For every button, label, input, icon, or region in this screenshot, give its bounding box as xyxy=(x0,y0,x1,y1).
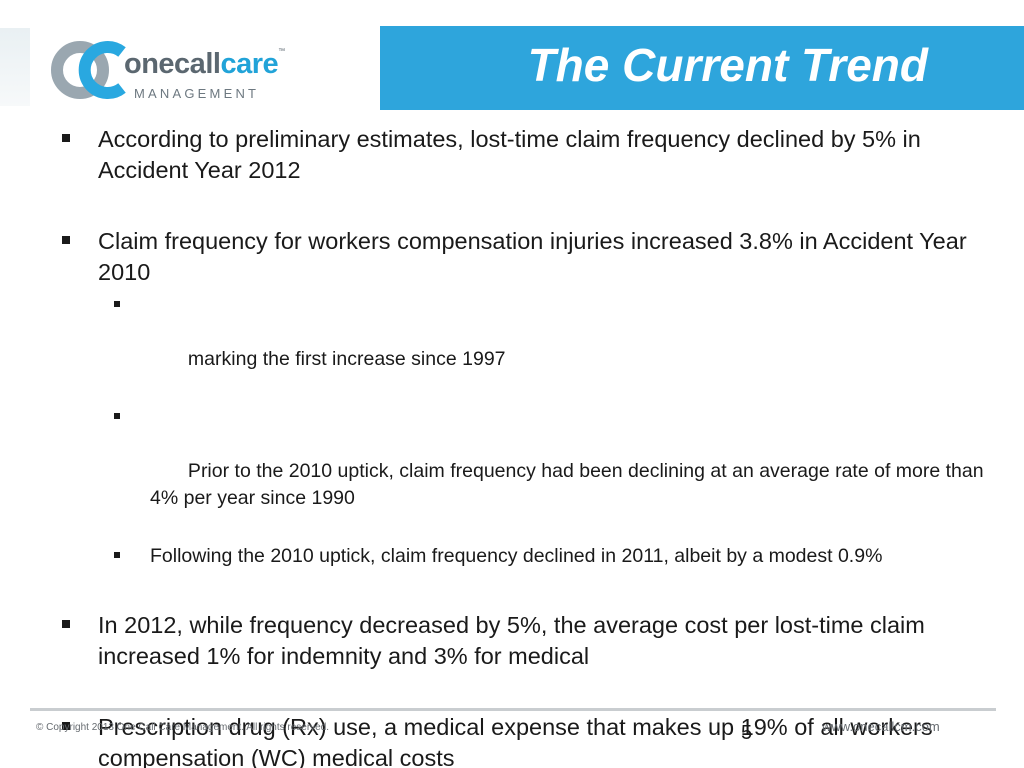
bullet-list: According to preliminary estimates, lost… xyxy=(58,124,988,768)
sub-bullet-item: Prior to the 2010 uptick, claim frequenc… xyxy=(58,404,988,539)
square-bullet-icon xyxy=(114,413,120,419)
bullet-item: Claim frequency for workers compensation… xyxy=(58,226,988,288)
footer-divider xyxy=(30,708,996,711)
slide-title: The Current Trend xyxy=(527,39,928,91)
logo-trademark: ™ xyxy=(278,48,285,55)
copyright-text: © Copyright 2013 One Call Care Managemen… xyxy=(36,722,330,733)
sub-bullet-text: Following the 2010 uptick, claim frequen… xyxy=(150,545,883,567)
sub-bullet-item: marking the first increase since 1997 xyxy=(58,292,988,400)
sub-bullet-text: marking the first increase since 1997 xyxy=(182,348,506,370)
company-logo: onecallcare™ MANAGEMENT xyxy=(50,30,350,110)
page-number: 5 xyxy=(741,722,753,744)
logo-word-care: care xyxy=(220,48,279,80)
header-accent-strip xyxy=(0,28,30,106)
square-bullet-icon xyxy=(114,552,120,558)
logo-subtitle: MANAGEMENT xyxy=(134,86,260,101)
bullet-item: In 2012, while frequency decreased by 5%… xyxy=(58,610,988,672)
square-bullet-icon xyxy=(114,301,120,307)
bullet-item: Prescription drug (Rx) use, a medical ex… xyxy=(58,712,988,768)
logo-rings-icon xyxy=(51,41,126,99)
title-banner: The Current Trend xyxy=(380,26,1024,110)
bullet-text: Claim frequency for workers compensation… xyxy=(98,228,967,285)
bullet-item: According to preliminary estimates, lost… xyxy=(58,124,988,186)
website-link[interactable]: www.onecallcm.com xyxy=(822,719,940,734)
bullet-text: Prescription drug (Rx) use, a medical ex… xyxy=(98,714,933,768)
bullet-text: According to preliminary estimates, lost… xyxy=(98,126,921,183)
square-bullet-icon xyxy=(62,236,70,244)
square-bullet-icon xyxy=(62,722,70,730)
square-bullet-icon xyxy=(62,620,70,628)
bullet-text: In 2012, while frequency decreased by 5%… xyxy=(98,612,925,669)
logo-word-onecall: onecall xyxy=(124,48,221,80)
square-bullet-icon xyxy=(62,134,70,142)
sub-bullet-item: Following the 2010 uptick, claim frequen… xyxy=(58,543,988,570)
logo-wordmark: onecallcare™ xyxy=(124,48,285,81)
sub-bullet-text: Prior to the 2010 uptick, claim frequenc… xyxy=(150,460,990,509)
